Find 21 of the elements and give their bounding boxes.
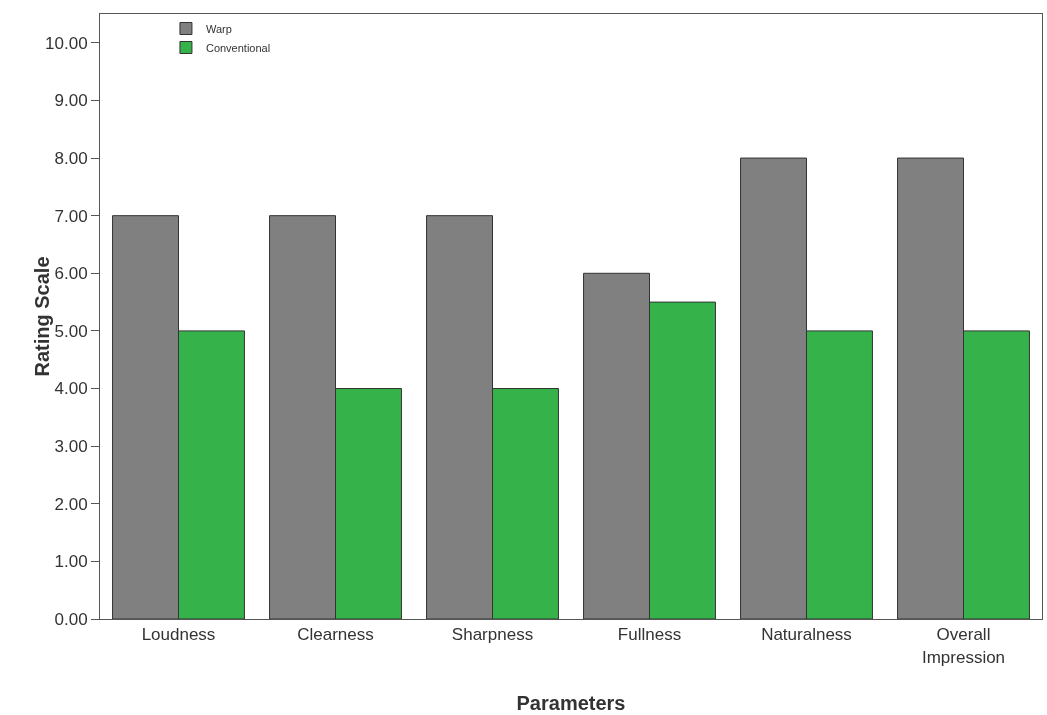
x-axis-title: Parameters [516,692,626,714]
y-tick-label: 7.00 [54,206,88,226]
x-tick-label: Overall Impression [921,625,1006,667]
x-tick-label: Naturalness [761,625,852,645]
x-tick-label: Clearness [297,625,374,645]
y-axis-title: Rating Scale [30,256,53,377]
x-tick-label: Loudness [141,625,216,645]
y-tick-label: 10.00 [45,33,88,53]
y-tick-label: 9.00 [54,91,88,111]
legend-label: Warp [205,22,232,35]
y-tick-label: 5.00 [54,321,88,341]
legend-label: Conventional [205,41,271,54]
y-tick-label: 8.00 [54,149,88,168]
x-tick-label: Fullness [617,625,682,645]
x-tick-label: Sharpness [451,625,534,645]
y-tick-label: 6.00 [54,264,88,284]
y-tick-label: 0.00 [54,609,88,629]
y-tick-label: 3.00 [54,437,88,457]
y-tick-label: 1.00 [54,552,88,572]
y-tick-label: 2.00 [54,494,88,514]
y-tick-label: 4.00 [54,379,88,399]
